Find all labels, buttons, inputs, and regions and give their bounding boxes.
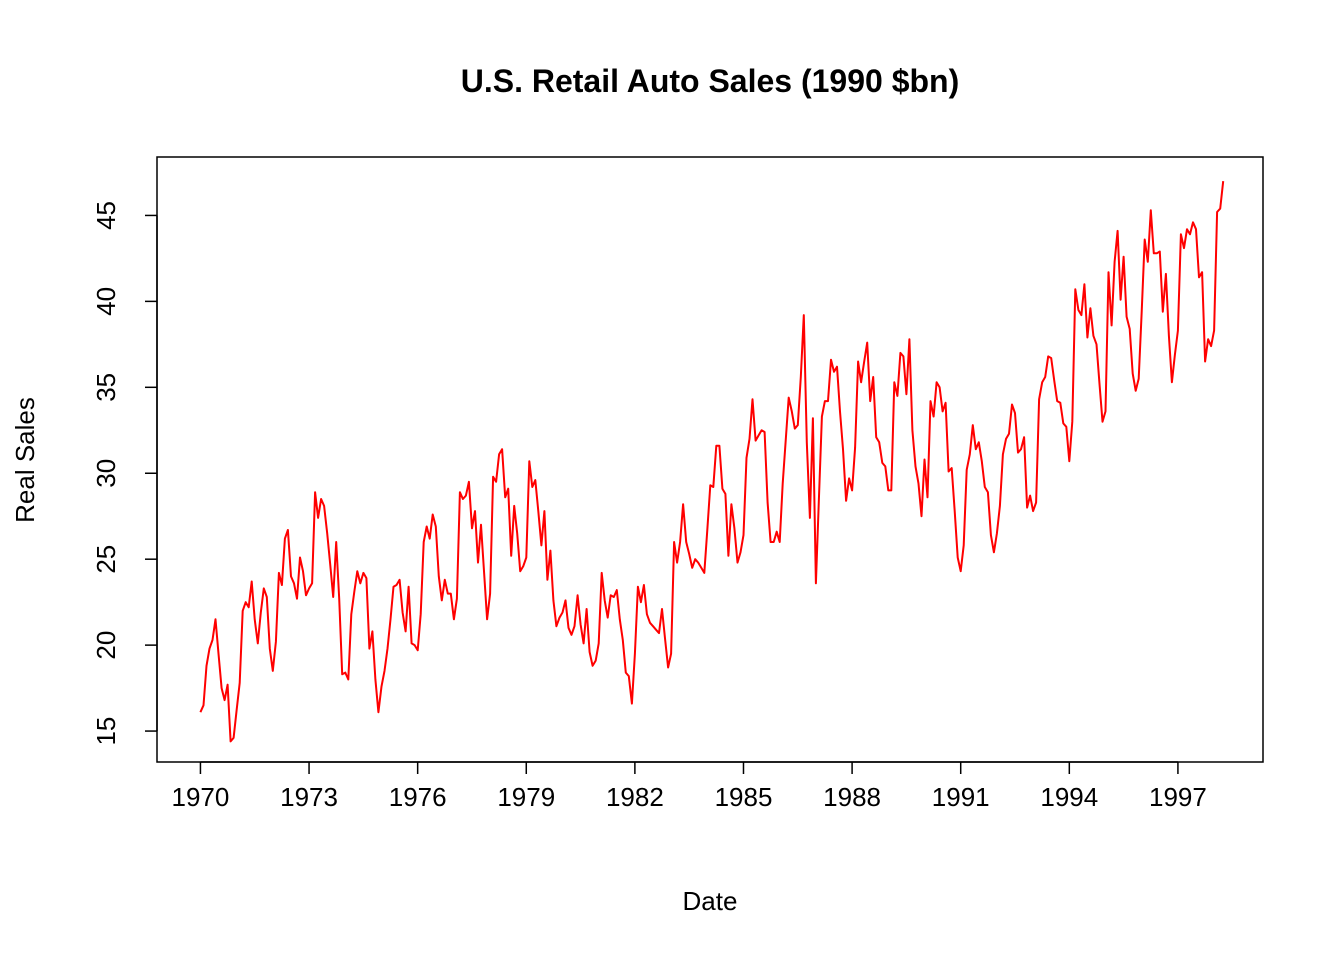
x-axis-label: Date (683, 886, 738, 916)
x-tick-label: 1985 (715, 782, 773, 812)
x-tick-label: 1979 (497, 782, 555, 812)
y-axis-label: Real Sales (10, 397, 40, 523)
x-tick-label: 1982 (606, 782, 664, 812)
chart-title: U.S. Retail Auto Sales (1990 $bn) (461, 63, 960, 99)
y-axis: 15 20 25 30 35 40 45 (91, 201, 158, 746)
y-tick-label: 20 (91, 631, 121, 660)
y-tick-label: 45 (91, 201, 121, 230)
plot-frame (156, 156, 1264, 763)
y-tick-label: 35 (91, 373, 121, 402)
x-tick-label: 1988 (823, 782, 881, 812)
x-tick-label: 1970 (172, 782, 230, 812)
x-tick-label: 1976 (389, 782, 447, 812)
y-tick-label: 25 (91, 545, 121, 574)
x-axis: 1970 1973 1976 1979 1982 1985 1988 1991 1994 1997 (172, 761, 1207, 812)
x-tick-label: 1997 (1149, 782, 1207, 812)
y-tick-label: 40 (91, 287, 121, 316)
x-tick-label: 1994 (1040, 782, 1098, 812)
y-tick-label: 30 (91, 459, 121, 488)
series-group (199, 180, 1225, 743)
series-line (199, 180, 1225, 743)
x-tick-label: 1991 (932, 782, 990, 812)
x-tick-label: 1973 (280, 782, 338, 812)
y-tick-label: 15 (91, 717, 121, 746)
